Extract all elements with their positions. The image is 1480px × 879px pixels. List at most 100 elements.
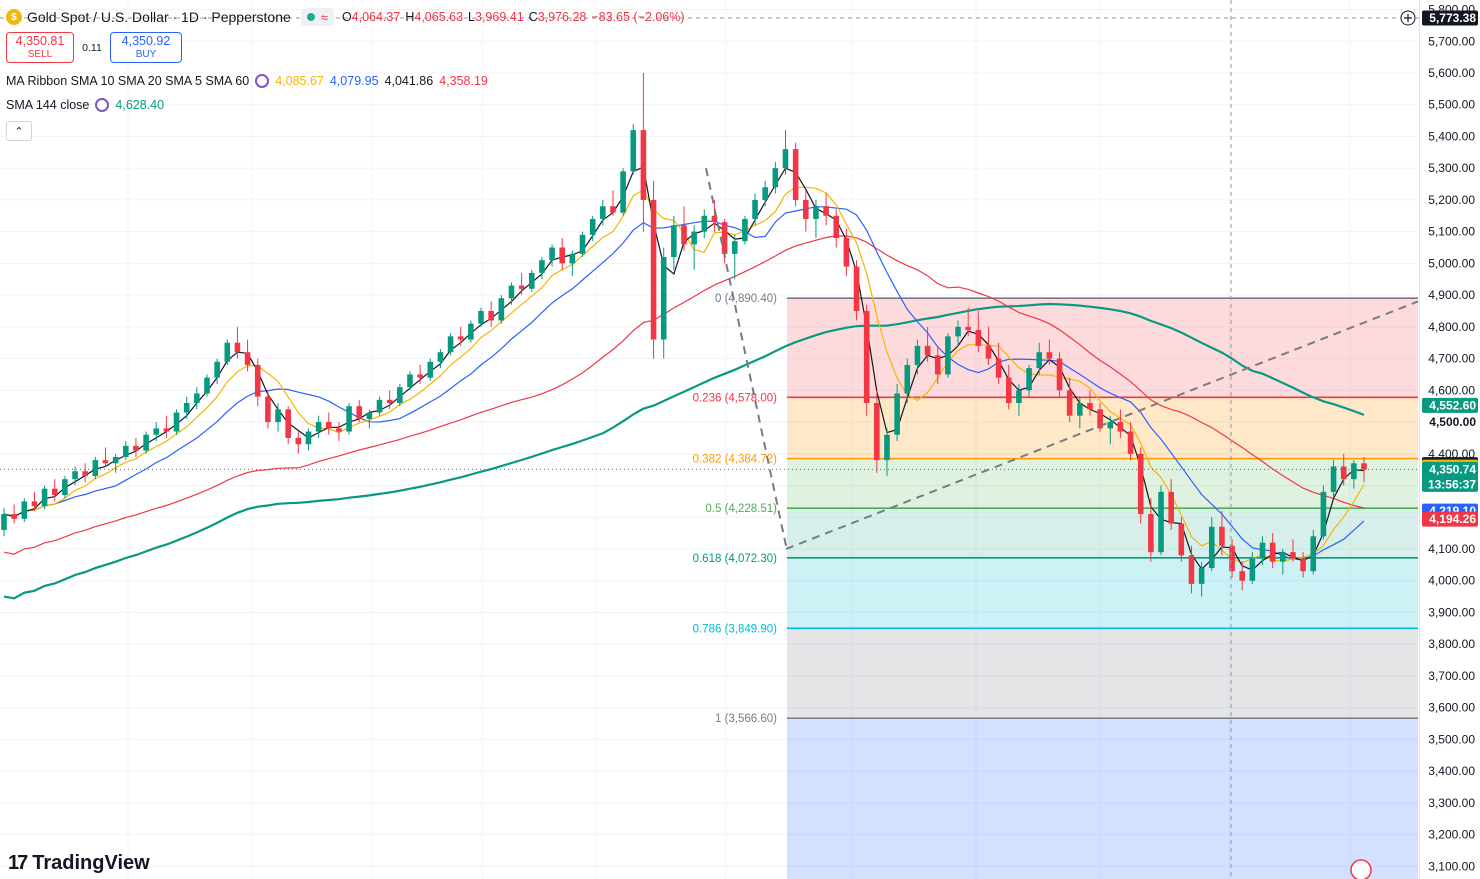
candle-body bbox=[1269, 542, 1276, 562]
candle-body bbox=[62, 479, 68, 496]
candle-body bbox=[457, 336, 464, 340]
candle-body bbox=[589, 218, 596, 235]
price-tick-label: 4,800.00 bbox=[1428, 320, 1475, 334]
price-axis: 3,100.00 3,200.00 3,300.00 3,400.00 3,500.00… bbox=[1419, 0, 1480, 879]
candle bbox=[224, 339, 231, 365]
candle bbox=[731, 234, 738, 280]
candle bbox=[610, 190, 616, 216]
price-tick-label: 5,700.00 bbox=[1428, 34, 1475, 48]
candle-body bbox=[305, 431, 312, 445]
candle bbox=[894, 383, 900, 442]
candle-body bbox=[508, 285, 515, 299]
candle bbox=[640, 72, 647, 232]
candle-body bbox=[1066, 390, 1073, 416]
buy-button[interactable]: 4,350.92 BUY bbox=[110, 32, 182, 63]
candle-body bbox=[1330, 466, 1337, 492]
candle-body bbox=[1077, 403, 1083, 416]
candle bbox=[285, 406, 291, 445]
candle bbox=[214, 358, 220, 384]
candle bbox=[630, 123, 637, 175]
candle-body bbox=[894, 393, 900, 435]
candle-body bbox=[1056, 358, 1063, 391]
fib-level-label: 1 (3,566.60) bbox=[715, 713, 777, 725]
candle bbox=[995, 342, 1002, 384]
candle-body bbox=[539, 260, 545, 273]
candle-body bbox=[366, 412, 373, 419]
ma-ribbon-legend[interactable]: MA Ribbon SMA 10 SMA 20 SMA 5 SMA 60 4,0… bbox=[6, 74, 488, 88]
price-tick-label: 4,000.00 bbox=[1428, 574, 1475, 588]
candle-body bbox=[518, 285, 525, 289]
candle bbox=[92, 456, 99, 480]
candle-body bbox=[133, 445, 139, 451]
candle bbox=[945, 333, 951, 378]
candle-body bbox=[427, 361, 434, 378]
candle bbox=[589, 215, 596, 242]
candle bbox=[31, 491, 38, 511]
candle bbox=[112, 453, 119, 473]
close-value: 3,976.28 bbox=[537, 10, 587, 24]
symbol-title[interactable]: Gold Spot / U.S. Dollar · 1D · Peppersto… bbox=[27, 9, 291, 25]
refresh-icon[interactable] bbox=[255, 74, 270, 88]
candle bbox=[1188, 545, 1195, 594]
trade-panel: 4,350.81 SELL 0.11 4,350.92 BUY bbox=[6, 32, 182, 63]
price-tick-label: 5,000.00 bbox=[1428, 256, 1475, 270]
candle-body bbox=[762, 187, 768, 200]
candle-body bbox=[1219, 526, 1225, 546]
candle-body bbox=[803, 199, 809, 219]
refresh-icon[interactable] bbox=[95, 98, 110, 112]
candle bbox=[1137, 447, 1144, 524]
high-value: 4,065.63 bbox=[414, 10, 464, 24]
candle-body bbox=[315, 422, 322, 432]
candle bbox=[539, 257, 545, 280]
price-badge: 4,552.60 bbox=[1422, 397, 1478, 413]
candle bbox=[468, 320, 474, 343]
candle-body bbox=[1005, 377, 1012, 404]
candle-body bbox=[194, 393, 200, 404]
candle bbox=[1269, 533, 1276, 569]
sma144-legend[interactable]: SMA 144 close 4,628.40 bbox=[6, 98, 165, 112]
price-badge: 5,773.38 bbox=[1422, 10, 1478, 26]
candle bbox=[792, 142, 799, 207]
candle-body bbox=[72, 471, 78, 480]
candle bbox=[11, 504, 17, 524]
candle bbox=[437, 349, 444, 369]
ma-value-3: 4,041.86 bbox=[384, 74, 434, 88]
candle-body bbox=[41, 488, 48, 507]
candle-body bbox=[823, 206, 829, 216]
price-badge-label: 4,350.74 bbox=[1429, 462, 1476, 476]
candle bbox=[904, 358, 911, 404]
candle bbox=[1148, 498, 1154, 562]
fib-level-label: 0.382 (4,384.72) bbox=[693, 454, 778, 466]
candle bbox=[752, 193, 758, 226]
candle-body bbox=[721, 222, 728, 254]
candle bbox=[234, 326, 241, 359]
candle bbox=[833, 209, 840, 248]
candle-body bbox=[660, 257, 667, 340]
market-status[interactable]: ≈ bbox=[300, 8, 334, 26]
ma-value-2: 4,079.95 bbox=[329, 74, 379, 88]
candle-body bbox=[265, 396, 271, 423]
fib-zone bbox=[787, 718, 1418, 879]
candle bbox=[447, 333, 454, 356]
candle-body bbox=[437, 352, 444, 362]
candle bbox=[305, 428, 312, 451]
collapse-legend-button[interactable]: ⌃ bbox=[6, 121, 32, 141]
candle bbox=[1340, 453, 1347, 486]
candle bbox=[1219, 510, 1225, 556]
candle-body bbox=[1229, 545, 1235, 572]
candle bbox=[955, 320, 961, 346]
gold-coin-icon: $ bbox=[6, 9, 22, 25]
candle bbox=[376, 396, 383, 416]
candle-body bbox=[1087, 403, 1093, 410]
candle-body bbox=[1178, 523, 1185, 556]
candle bbox=[1005, 364, 1012, 410]
candle-body bbox=[904, 364, 911, 394]
candle-body bbox=[934, 355, 941, 375]
candle-body bbox=[21, 501, 28, 519]
candle-body bbox=[711, 215, 718, 223]
sell-button[interactable]: 4,350.81 SELL bbox=[6, 32, 74, 63]
countdown-label: 13:56:37 bbox=[1428, 477, 1476, 491]
candle bbox=[813, 199, 819, 238]
tradingview-logo[interactable]: 17 TradingView bbox=[8, 852, 150, 875]
